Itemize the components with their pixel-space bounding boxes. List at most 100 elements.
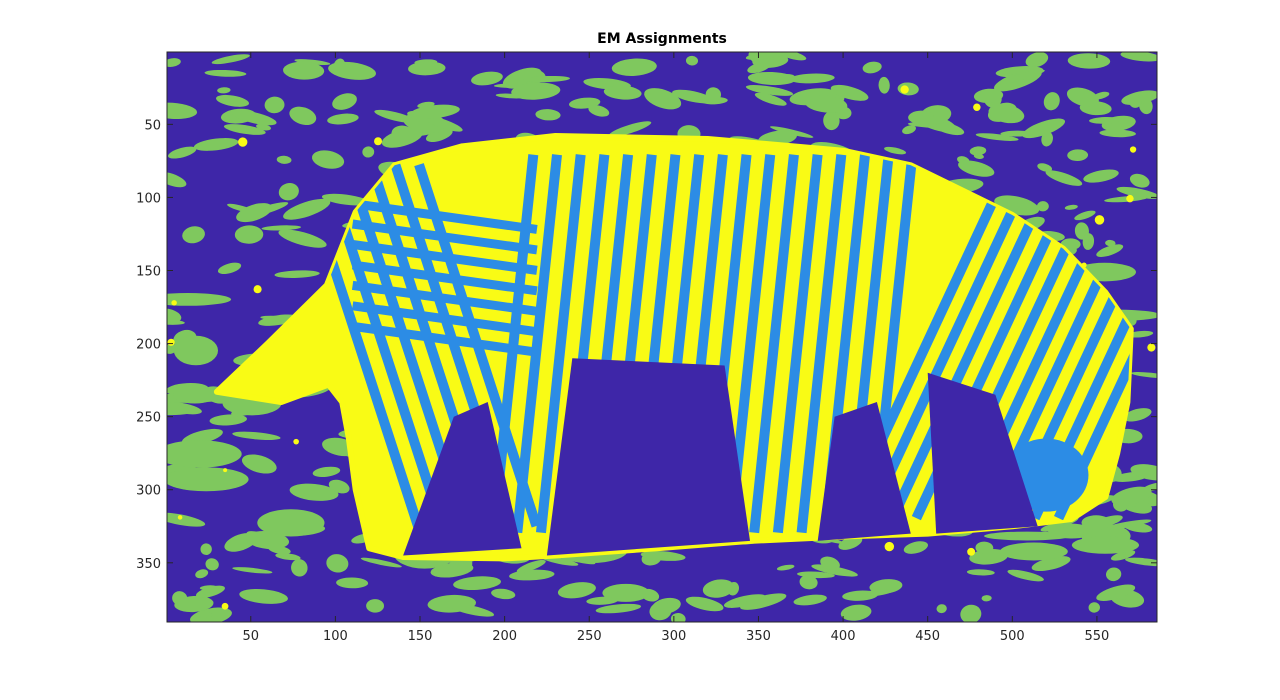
leg-gap [927, 372, 1038, 534]
grass-patch [1110, 550, 1136, 561]
grass-patch [174, 595, 214, 613]
grass-patch [1120, 52, 1157, 62]
grass-patch [811, 564, 858, 577]
yellow-speckle [167, 338, 175, 346]
grass-patch [232, 110, 277, 126]
grass-patch [449, 603, 495, 617]
grass-patch [211, 54, 250, 65]
stripe [772, 154, 823, 534]
grass-patch [223, 124, 266, 135]
x-tick-label: 550 [1085, 629, 1110, 644]
chart-title: EM Assignments [597, 31, 727, 47]
grass-patch [491, 588, 516, 600]
grass-patch [167, 401, 202, 415]
grass-patch [975, 133, 1019, 141]
grass-patch [793, 594, 827, 606]
grass-patch [862, 61, 882, 74]
grass-patch [672, 89, 714, 104]
grass-patch [776, 564, 795, 571]
grass-patch [264, 96, 285, 114]
grass-patch [425, 128, 453, 143]
grass-patch [1130, 464, 1157, 481]
grass-patch [602, 583, 650, 602]
grass-patch [283, 198, 331, 220]
stripe [796, 154, 847, 534]
grass-patch [1123, 408, 1152, 422]
grass-patch [1074, 210, 1096, 221]
x-tick-label: 200 [492, 629, 517, 644]
grass-patch [1111, 486, 1152, 506]
yellow-speckle [238, 137, 248, 147]
grass-patch [289, 483, 339, 501]
grass-patch [1043, 92, 1060, 111]
grass-patch [1082, 233, 1095, 250]
grass-patch [1105, 239, 1116, 247]
x-tick-label: 50 [242, 629, 259, 644]
grass-patch [936, 604, 947, 614]
stripe [1054, 171, 1131, 521]
grass-patch [1007, 569, 1044, 582]
x-tick-label: 250 [577, 629, 602, 644]
grass-patch [215, 94, 250, 107]
y-tick-label: 50 [144, 118, 161, 133]
grass-patch [727, 581, 740, 596]
grass-patch [1083, 169, 1119, 183]
yellow-speckle [171, 300, 177, 306]
grass-patch [820, 556, 840, 571]
grass-blob [167, 293, 232, 306]
grass-patch [275, 553, 301, 561]
stripe [749, 154, 799, 534]
yellow-speckle [967, 547, 976, 556]
grass-patch [1104, 195, 1148, 203]
grass-patch [430, 562, 474, 578]
grass-patch [168, 146, 197, 159]
stripe [1030, 171, 1131, 521]
grass-patch [1000, 130, 1035, 137]
grass-patch [644, 88, 682, 110]
leg-gap [817, 402, 911, 541]
grass-patch [838, 536, 863, 550]
leg-gap [403, 402, 522, 556]
grass-patch [1045, 170, 1083, 186]
grass-patch [1067, 53, 1111, 69]
grass-patch [391, 125, 415, 143]
x-tick-label: 300 [661, 629, 686, 644]
grass-blob [999, 542, 1068, 561]
grass-patch [1067, 149, 1089, 162]
grass-patch [167, 308, 182, 323]
grass-patch [685, 596, 724, 612]
grass-patch [260, 315, 295, 321]
grass-blob [167, 467, 249, 492]
x-tick-label: 400 [831, 629, 856, 644]
grass-patch [1131, 372, 1157, 379]
grass-patch [902, 125, 916, 135]
grass-patch [1128, 94, 1142, 108]
x-tick-label: 450 [915, 629, 940, 644]
grass-patch [958, 160, 995, 177]
grass-patch [557, 582, 596, 599]
grass-patch [182, 226, 205, 244]
yellow-speckle [293, 438, 299, 445]
rump-stripe [351, 280, 538, 316]
grass-patch [776, 52, 807, 61]
grass-blob [1081, 515, 1111, 531]
grass-patch [167, 58, 181, 67]
grass-patch [321, 193, 370, 206]
rump-stripe [351, 301, 538, 337]
grass-patch [291, 559, 308, 577]
grass-patch [840, 604, 872, 621]
grass-patch [1041, 131, 1053, 147]
grass-patch [966, 569, 995, 576]
grass-patch [1106, 567, 1122, 582]
grass-patch [195, 569, 209, 579]
grass-patch [884, 146, 907, 155]
grass-patch [1123, 521, 1153, 533]
grass-patch [1127, 330, 1154, 338]
grass-patch [903, 541, 929, 554]
yellow-speckle [221, 602, 229, 610]
grass-patch [239, 588, 288, 604]
grass-patch [975, 541, 994, 555]
grass-patch [453, 576, 501, 591]
grass-patch [511, 82, 561, 100]
yellow-speckle [1129, 146, 1137, 153]
